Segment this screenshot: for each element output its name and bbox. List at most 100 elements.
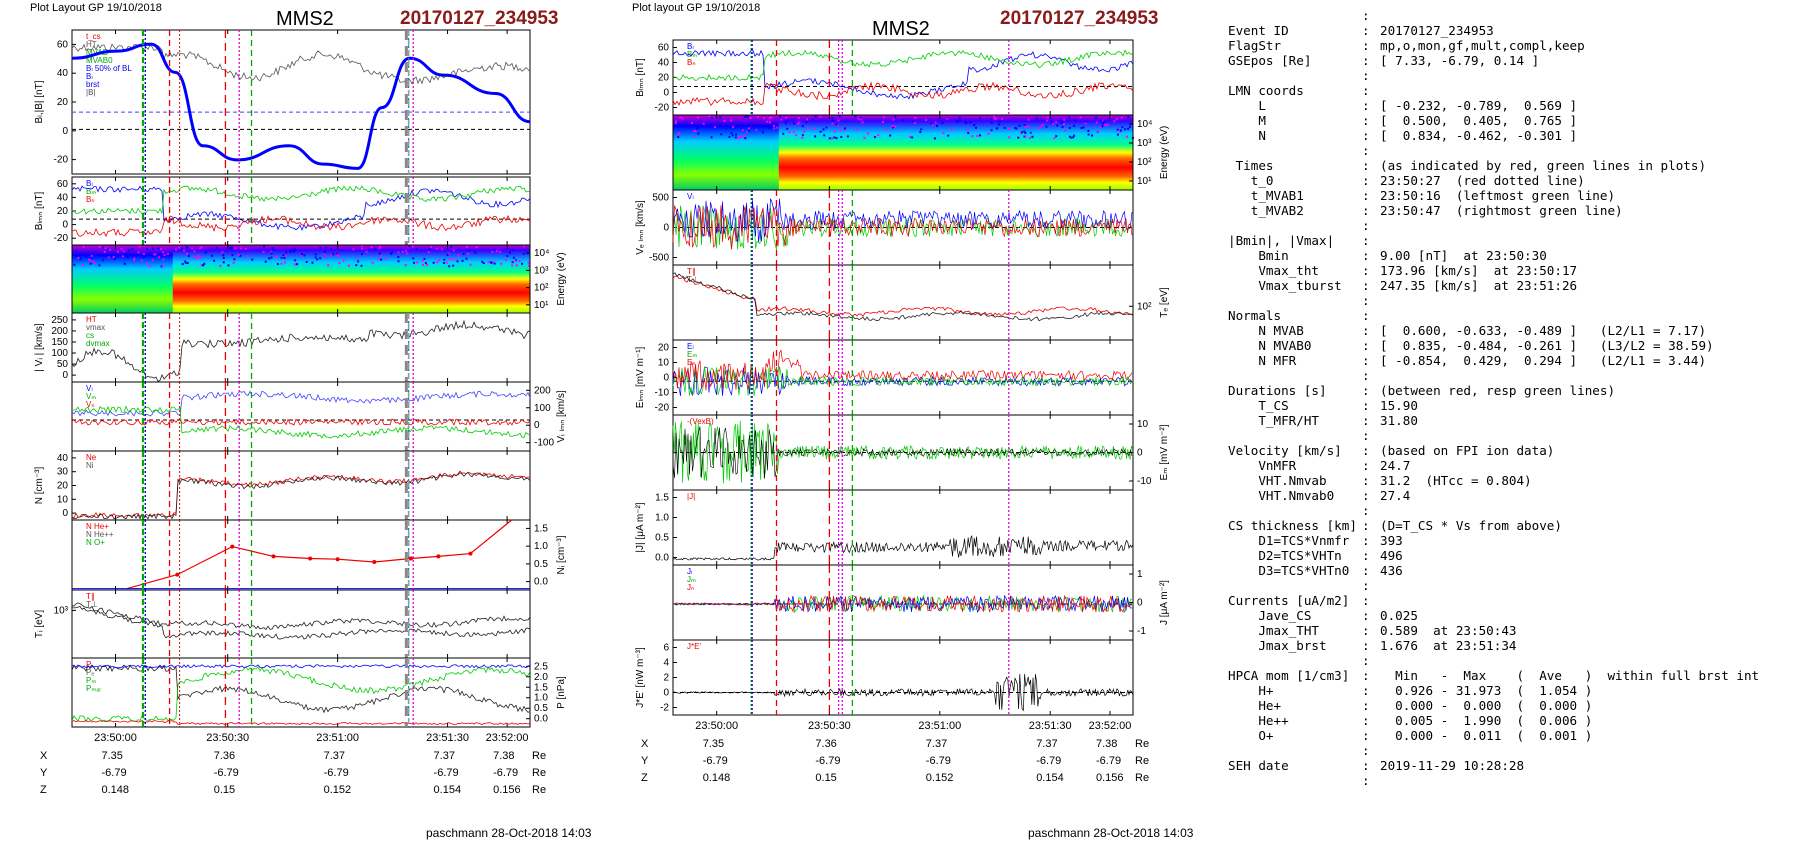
y-axis-label-right: Energy (eV) bbox=[1159, 126, 1170, 179]
info-row: M: [ 0.500, 0.405, 0.765 ] bbox=[1228, 113, 1798, 128]
spectrogram-speckle bbox=[863, 136, 866, 139]
spectrogram-speckle bbox=[803, 130, 806, 133]
info-row: D3=TCS*VHTn0:436 bbox=[1228, 563, 1798, 578]
legend-label: -(VexB) bbox=[687, 417, 714, 426]
info-row: L: [ -0.232, -0.789, 0.569 ] bbox=[1228, 98, 1798, 113]
info-value bbox=[1380, 293, 1798, 308]
panel-7: 1.5 1.0 0.5 0.0 |J| [μA m⁻²] |J| bbox=[635, 489, 1134, 566]
info-row: T_CS:15.90 bbox=[1228, 398, 1798, 413]
spectrogram-speckle bbox=[455, 259, 458, 262]
info-colon: : bbox=[1362, 683, 1370, 698]
spectrogram-speckle bbox=[825, 126, 828, 129]
spectrogram-speckle bbox=[806, 127, 809, 130]
spectrogram-speckle bbox=[1024, 132, 1027, 135]
panel-frame bbox=[71, 657, 531, 728]
bm-trace bbox=[672, 49, 1134, 82]
spectrogram-speckle bbox=[428, 248, 431, 251]
info-key: Vmax_tburst bbox=[1228, 278, 1342, 293]
tpar-trace bbox=[71, 602, 531, 631]
spectrogram-speckle bbox=[813, 128, 816, 131]
spectrogram-speckle bbox=[323, 251, 326, 254]
spectrogram-speckle bbox=[442, 262, 445, 265]
spectrogram-speckle bbox=[380, 258, 383, 261]
legend-label: Pₑ bbox=[86, 668, 94, 677]
y-tick-label: 30 bbox=[57, 467, 69, 478]
y-axis-label-right: Tₑ [eV] bbox=[1159, 287, 1170, 318]
he-pp-point bbox=[271, 554, 276, 559]
spectrogram-speckle bbox=[424, 261, 427, 264]
spectrogram-speckle bbox=[1068, 126, 1071, 129]
spectrogram-speckle bbox=[780, 118, 783, 121]
info-key: CS thickness [km] bbox=[1228, 518, 1357, 533]
spectrogram-speckle bbox=[748, 127, 751, 130]
spectrogram-speckle bbox=[428, 247, 431, 250]
y-tick-label: 0 bbox=[62, 220, 68, 231]
y-tick-label: 20 bbox=[658, 73, 670, 84]
ve-trace bbox=[672, 198, 1133, 243]
spectrogram-speckle bbox=[138, 245, 141, 248]
spectrogram-speckle bbox=[104, 247, 107, 250]
info-key bbox=[1228, 578, 1362, 593]
legend-label: Pₘₐᵣ bbox=[86, 684, 101, 693]
spectrogram-speckle bbox=[462, 253, 465, 256]
spectrogram-speckle bbox=[894, 125, 897, 128]
info-value: [ -0.232, -0.789, 0.569 ] bbox=[1380, 98, 1578, 113]
spectrogram-speckle bbox=[889, 134, 892, 137]
spectrogram-speckle bbox=[85, 255, 88, 258]
spectrogram-speckle bbox=[365, 250, 368, 253]
spectrogram-speckle bbox=[447, 252, 450, 255]
spectrogram-speckle bbox=[325, 246, 328, 249]
spectrogram-speckle bbox=[504, 259, 507, 262]
he-pp-point bbox=[335, 557, 340, 562]
spectrogram-speckle bbox=[82, 264, 85, 267]
info-key: t_0 bbox=[1228, 173, 1274, 188]
spectrogram-speckle bbox=[90, 256, 93, 259]
legend-label: Eₘ bbox=[687, 350, 697, 359]
spectrogram-speckle bbox=[823, 134, 826, 137]
info-row: VHT.Nmvab:31.2 (HTcc = 0.804) bbox=[1228, 473, 1798, 488]
spectrogram-speckle bbox=[421, 259, 424, 262]
info-key: GSEpos [Re] bbox=[1228, 53, 1312, 68]
spectrogram-speckle bbox=[746, 130, 749, 133]
spectrogram-speckle bbox=[744, 137, 747, 140]
spectrogram-speckle bbox=[835, 137, 838, 140]
info-value: 15.90 bbox=[1380, 398, 1418, 413]
spectrogram-speckle bbox=[377, 258, 380, 261]
spectrogram-speckle bbox=[1106, 123, 1109, 126]
spectrogram-speckle bbox=[965, 121, 968, 124]
coord-unit: Re bbox=[1135, 738, 1149, 750]
spectrogram-speckle bbox=[933, 121, 936, 124]
info-key bbox=[1228, 743, 1362, 758]
spectrogram-speckle bbox=[743, 115, 746, 118]
info-row: Times: (as indicated by red, green lines … bbox=[1228, 158, 1798, 173]
spectrogram-speckle bbox=[675, 120, 678, 123]
spectrogram-speckle bbox=[514, 260, 517, 263]
spectrogram-speckle bbox=[110, 255, 113, 258]
spectrogram-speckle bbox=[1084, 122, 1087, 125]
spectrogram-speckle bbox=[797, 122, 800, 125]
y-axis-label-right: Vᵢ ₗₘₙ [km/s] bbox=[556, 390, 567, 443]
y-tick-label: 2 bbox=[663, 673, 669, 684]
spectrogram-speckle bbox=[186, 261, 189, 264]
spectrogram-speckle bbox=[723, 119, 726, 122]
spectrogram-speckle bbox=[992, 115, 995, 118]
spectrogram-speckle bbox=[77, 256, 80, 259]
info-row: O+: 0.000 - 0.011 ( 0.001 ) bbox=[1228, 728, 1798, 743]
legend-label: Bₗ bbox=[86, 179, 93, 188]
legend-label: T⊥ bbox=[86, 600, 98, 609]
spectrogram-speckle bbox=[1119, 130, 1122, 133]
spectrogram-speckle bbox=[237, 254, 240, 257]
spectrogram-speckle bbox=[195, 257, 198, 260]
spectrogram-speckle bbox=[1037, 127, 1040, 130]
spectrogram-speckle bbox=[695, 127, 698, 130]
legend-label: T∥ bbox=[86, 592, 95, 601]
info-colon: : bbox=[1362, 143, 1370, 158]
spectrogram-speckle bbox=[227, 245, 230, 248]
spectrogram-speckle bbox=[1087, 133, 1090, 136]
spectrogram-speckle bbox=[1125, 135, 1128, 138]
spectrogram-speckle bbox=[958, 119, 961, 122]
spectrogram-speckle bbox=[293, 248, 296, 251]
spectrogram-speckle bbox=[782, 132, 785, 135]
info-key bbox=[1228, 773, 1362, 788]
